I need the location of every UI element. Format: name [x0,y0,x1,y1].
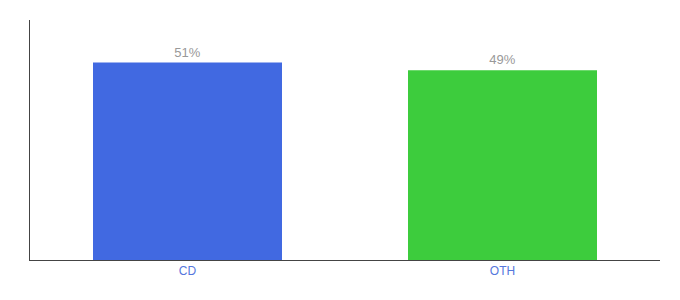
svg-text:49%: 49% [489,52,515,67]
svg-text:CD: CD [179,264,197,278]
svg-text:51%: 51% [174,45,200,60]
svg-text:OTH: OTH [490,264,515,278]
